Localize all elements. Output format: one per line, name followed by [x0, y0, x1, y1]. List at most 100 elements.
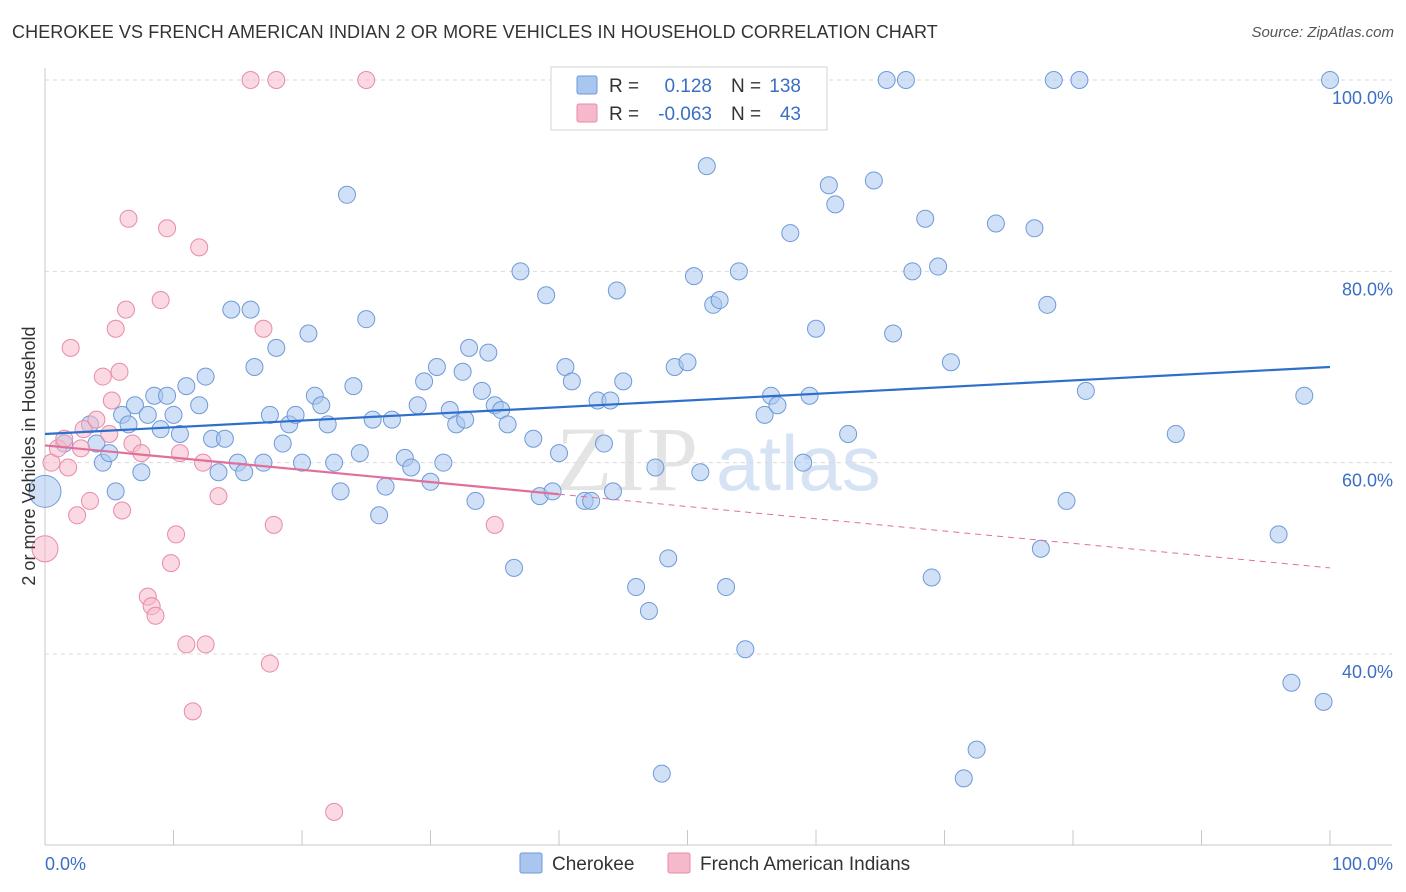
- cherokee-point: [138, 405, 157, 424]
- french-swatch: [576, 103, 598, 123]
- r-label: R =: [609, 104, 639, 125]
- cherokee-point: [164, 405, 183, 424]
- cherokee-point: [659, 549, 678, 568]
- cherokee-point: [453, 362, 472, 381]
- axes: 100.0% 80.0% 60.0% 40.0% 0.0% 100.0%: [44, 68, 1393, 874]
- cherokee-point: [717, 578, 736, 597]
- cherokee-point: [614, 372, 633, 391]
- cherokee-point: [710, 291, 729, 310]
- cherokee-point: [582, 491, 601, 510]
- cherokee-point: [697, 157, 716, 176]
- cherokee-point: [781, 224, 800, 243]
- cherokee-point: [646, 458, 665, 477]
- legend-cherokee-label: Cherokee: [552, 854, 634, 875]
- cherokee-point: [1025, 219, 1044, 238]
- chart-title: CHEROKEE VS FRENCH AMERICAN INDIAN 2 OR …: [12, 22, 938, 42]
- french-point: [196, 635, 215, 654]
- cherokee-point: [941, 353, 960, 372]
- cherokee-point: [245, 358, 264, 376]
- french-point: [106, 319, 125, 338]
- n-label: N =: [731, 104, 761, 125]
- french-point: [267, 71, 286, 89]
- french-point: [102, 391, 121, 410]
- cherokee-point: [594, 434, 613, 453]
- french-point: [158, 219, 177, 238]
- french-point: [241, 71, 260, 89]
- cherokee-point: [260, 405, 279, 424]
- cherokee-point: [903, 262, 922, 281]
- cherokee-point: [768, 396, 787, 415]
- cherokee-point: [325, 453, 344, 472]
- source-credit: Source: ZipAtlas.com: [1251, 24, 1394, 41]
- french-point: [31, 535, 59, 563]
- cherokee-swatch: [576, 75, 598, 95]
- cherokee-point: [543, 482, 562, 501]
- r-value: -0.063: [658, 104, 712, 125]
- french-point: [177, 635, 196, 654]
- cherokee-point: [639, 601, 658, 620]
- cherokee-point: [350, 444, 369, 463]
- cherokee-point: [312, 396, 331, 415]
- cherokee-point: [684, 267, 703, 286]
- cherokee-point: [1269, 525, 1288, 544]
- cherokee-point: [357, 310, 376, 329]
- cherokee-point: [196, 367, 215, 386]
- legend-french-swatch: [667, 852, 691, 874]
- cherokee-point: [177, 377, 196, 396]
- french-point: [93, 367, 112, 386]
- cherokee-point: [1321, 71, 1339, 89]
- cherokee-point: [222, 300, 241, 319]
- cherokee-point: [627, 578, 646, 597]
- cherokee-point: [550, 444, 568, 463]
- cherokee-point: [415, 372, 434, 391]
- french-point: [151, 291, 170, 310]
- cherokee-point: [337, 185, 356, 204]
- cherokee-point: [929, 257, 948, 276]
- french-point: [190, 238, 209, 257]
- french-point: [260, 654, 279, 673]
- legend-cherokee-swatch: [519, 852, 543, 874]
- cherokee-point: [922, 568, 941, 587]
- french-point: [80, 491, 99, 510]
- stats-row-cherokee: R = 0.128 N = 138: [576, 75, 801, 97]
- french-point: [116, 300, 135, 319]
- cherokee-point: [363, 410, 382, 429]
- cherokee-point: [125, 396, 144, 415]
- french-trend-line: [44, 444, 560, 496]
- stats-legend: R = 0.128 N = 138 R = -0.063 N = 43: [550, 66, 828, 131]
- cherokee-point: [479, 343, 498, 362]
- french-point: [485, 515, 504, 534]
- cherokee-point: [331, 482, 350, 501]
- cherokee-point: [170, 424, 189, 443]
- cherokee-point: [1070, 71, 1089, 89]
- french-point: [357, 71, 376, 89]
- cherokee-point: [967, 740, 986, 759]
- cherokee-point: [241, 300, 260, 319]
- cherokee-point: [466, 491, 485, 510]
- cherokee-point: [819, 176, 838, 195]
- french-point: [167, 525, 186, 544]
- cherokee-point: [652, 764, 671, 783]
- y-axis-title: 2 or more Vehicles in Household: [19, 326, 39, 585]
- cherokee-point: [273, 434, 292, 453]
- x-tick-label: 0.0%: [45, 854, 86, 874]
- french-point: [325, 802, 344, 821]
- cherokee-point: [1031, 539, 1050, 558]
- cherokee-point: [1057, 491, 1076, 510]
- cherokee-point: [755, 405, 774, 424]
- cherokee-point: [1314, 692, 1333, 711]
- cherokee-point: [370, 506, 389, 525]
- n-label: N =: [731, 76, 761, 97]
- cherokee-trend-line: [44, 365, 1331, 436]
- french-point: [87, 410, 106, 429]
- cherokee-point: [729, 262, 748, 281]
- cherokee-point: [293, 453, 311, 472]
- cherokee-point: [267, 338, 286, 357]
- cherokee-point: [794, 453, 813, 472]
- cherokee-point: [1044, 71, 1063, 89]
- french-point: [254, 319, 273, 338]
- cherokee-point: [158, 386, 177, 405]
- trend-lines: [44, 365, 1331, 569]
- cherokee-point: [382, 410, 401, 429]
- french-point: [61, 338, 80, 357]
